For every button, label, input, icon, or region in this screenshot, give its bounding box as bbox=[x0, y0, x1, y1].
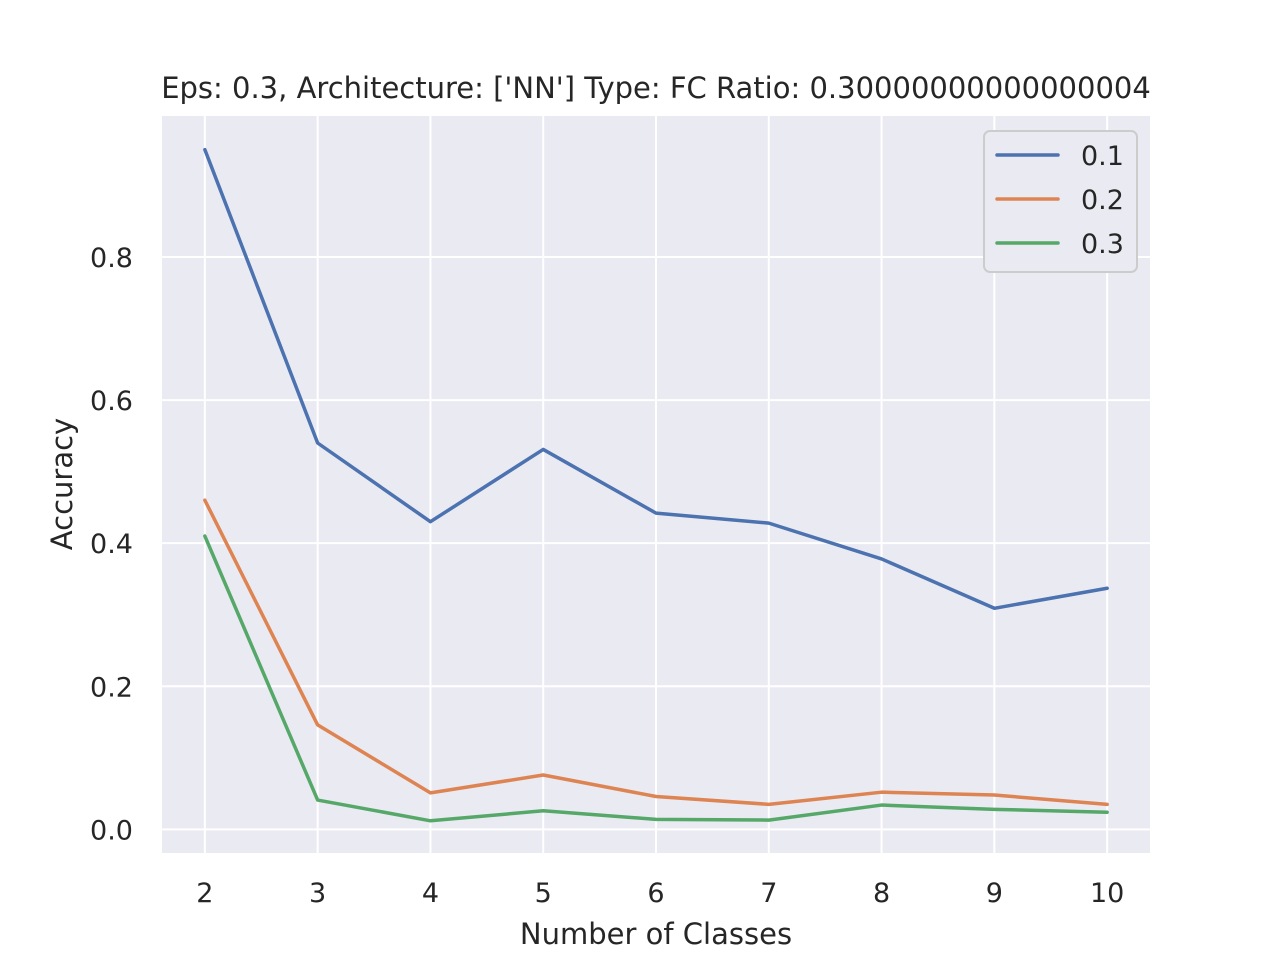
legend-label-0.2: 0.2 bbox=[1081, 185, 1124, 216]
chart-title: Eps: 0.3, Architecture: ['NN'] Type: FC … bbox=[161, 71, 1151, 105]
y-axis-label: Accuracy bbox=[45, 418, 79, 550]
x-tick-label-9: 9 bbox=[986, 878, 1003, 909]
x-tick-label-3: 3 bbox=[309, 878, 326, 909]
tick-labels: 2 3 4 5 6 7 8 9 10 0.0 0.2 0.4 0.6 0.8 bbox=[90, 243, 1124, 909]
x-tick-label-4: 4 bbox=[422, 878, 439, 909]
x-tick-label-2: 2 bbox=[196, 878, 213, 909]
x-tick-label-7: 7 bbox=[760, 878, 777, 909]
x-tick-label-10: 10 bbox=[1090, 878, 1124, 909]
legend: 0.1 0.2 0.3 bbox=[983, 130, 1138, 273]
legend-box bbox=[983, 130, 1138, 273]
y-tick-label-0.0: 0.0 bbox=[90, 815, 133, 846]
legend-label-0.3: 0.3 bbox=[1081, 229, 1124, 260]
data-series bbox=[203, 147, 1109, 823]
x-axis-label: Number of Classes bbox=[520, 917, 792, 951]
legend-label-0.1: 0.1 bbox=[1081, 141, 1124, 172]
y-tick-label-0.2: 0.2 bbox=[90, 672, 133, 703]
y-tick-label-0.4: 0.4 bbox=[90, 529, 133, 560]
y-tick-label-0.6: 0.6 bbox=[90, 386, 133, 417]
series-line-0.2 bbox=[203, 498, 1109, 807]
x-tick-label-6: 6 bbox=[647, 878, 664, 909]
series-line-0.1 bbox=[203, 147, 1109, 611]
series-line-0.3 bbox=[203, 534, 1109, 823]
x-tick-label-5: 5 bbox=[535, 878, 552, 909]
x-tick-label-8: 8 bbox=[873, 878, 890, 909]
y-tick-label-0.8: 0.8 bbox=[90, 243, 133, 274]
